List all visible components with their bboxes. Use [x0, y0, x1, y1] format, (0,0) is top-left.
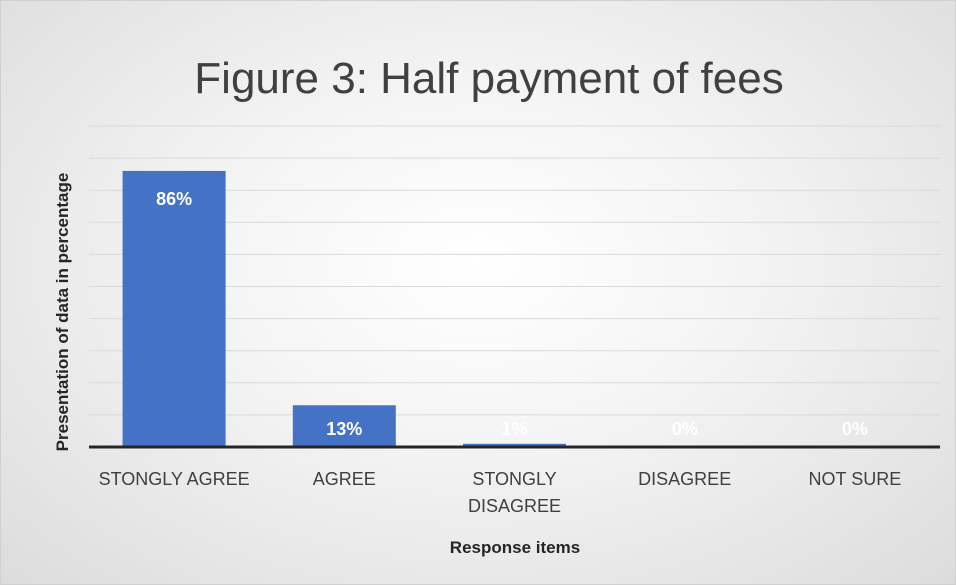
x-axis-title: Response items	[450, 538, 580, 557]
x-tick-label: DISAGREE	[638, 469, 731, 489]
data-label: 1%	[501, 419, 527, 439]
y-axis-title: Presentation of data in percentage	[53, 173, 72, 452]
x-tick-label: NOT SURE	[809, 469, 902, 489]
x-tick-label: AGREE	[313, 469, 376, 489]
data-label: 86%	[156, 189, 192, 209]
data-label: 13%	[326, 419, 362, 439]
x-tick-labels: STONGLY AGREE AGREE STONGLY DISAGREE DISAGRE…	[99, 469, 902, 516]
bar	[463, 443, 566, 447]
data-label: 0%	[842, 419, 868, 439]
x-tick-label: STONGLY AGREE	[99, 469, 250, 489]
chart-title: Figure 3: Half payment of fees	[194, 54, 783, 103]
data-labels: 86% 13% 1% 0% 0%	[156, 189, 868, 439]
bars	[122, 170, 566, 447]
bar	[122, 170, 226, 447]
gridlines	[89, 125, 940, 416]
data-label: 0%	[672, 419, 698, 439]
x-tick-label: STONGLY DISAGREE	[468, 469, 561, 516]
bar	[292, 405, 396, 447]
